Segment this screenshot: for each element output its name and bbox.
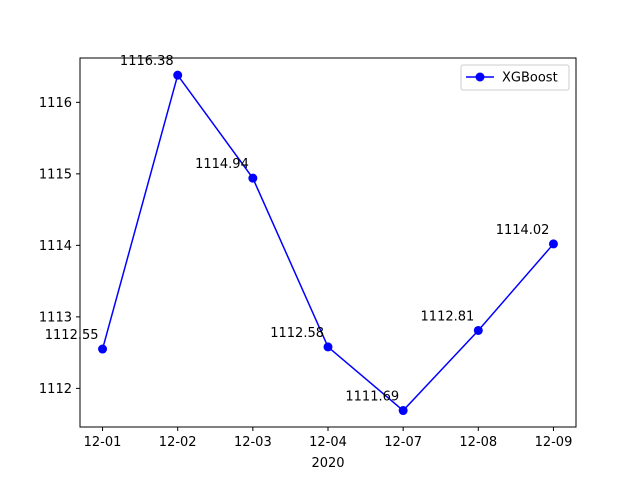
data-label-0: 1112.55 bbox=[45, 328, 99, 343]
legend-box bbox=[460, 64, 570, 91]
axes: 12-01 12-02 12-03 12-04 12-07 12-08 12-0911121… bbox=[39, 57, 577, 450]
data-point-5 bbox=[473, 325, 483, 335]
data-label-3: 1112.58 bbox=[270, 326, 324, 341]
x-tick-label-6: 12-09 bbox=[535, 435, 573, 450]
y-tick-label-4: 1116 bbox=[39, 96, 72, 111]
data-labels: 1112.55 1116.38 1114.94 1112.58 1111.69 1112.… bbox=[45, 54, 550, 404]
data-point-1 bbox=[173, 70, 183, 80]
x-tick-label-3: 12-04 bbox=[309, 435, 347, 450]
data-point-3 bbox=[323, 342, 333, 352]
x-tick-label-0: 12-01 bbox=[84, 435, 122, 450]
plot-area bbox=[98, 70, 558, 416]
legend: XGBoost bbox=[460, 64, 570, 91]
data-point-0 bbox=[98, 344, 108, 354]
x-tick-label-5: 12-08 bbox=[459, 435, 497, 450]
x-tick-label-1: 12-02 bbox=[159, 435, 197, 450]
data-point-6 bbox=[548, 239, 558, 249]
legend-entry-xgboost: XGBoost bbox=[502, 71, 558, 86]
data-point-4 bbox=[398, 406, 408, 416]
y-tick-label-0: 1112 bbox=[39, 382, 72, 397]
x-tick-label-4: 12-07 bbox=[384, 435, 422, 450]
y-tick-label-2: 1114 bbox=[39, 239, 72, 254]
data-label-2: 1114.94 bbox=[195, 157, 249, 172]
x-axis-label: 2020 bbox=[311, 456, 344, 471]
data-label-5: 1112.81 bbox=[421, 309, 475, 324]
y-tick-label-3: 1115 bbox=[39, 167, 72, 182]
data-label-4: 1111.69 bbox=[345, 390, 399, 405]
x-tick-label-2: 12-03 bbox=[234, 435, 272, 450]
data-label-6: 1114.02 bbox=[496, 223, 550, 238]
data-label-1: 1116.38 bbox=[120, 54, 174, 69]
y-tick-label-1: 1113 bbox=[39, 310, 72, 325]
data-point-2 bbox=[248, 173, 258, 183]
legend-marker-swatch bbox=[475, 72, 485, 82]
